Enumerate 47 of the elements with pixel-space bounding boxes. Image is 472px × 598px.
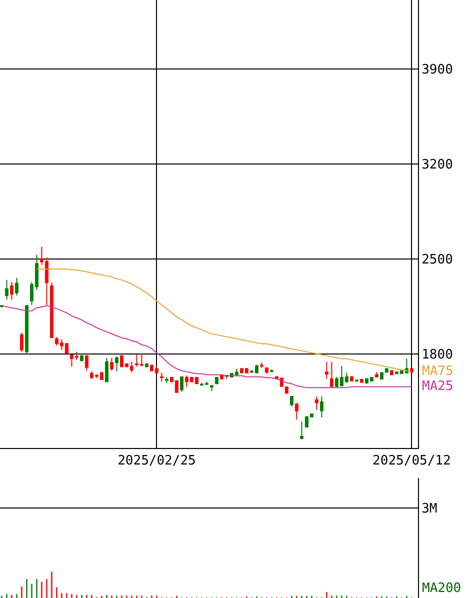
line-series bbox=[1, 305, 412, 388]
candlestick bbox=[10, 281, 14, 300]
series-label: MA75 bbox=[422, 364, 454, 379]
candlestick bbox=[390, 370, 394, 376]
y-tick-label: 3200 bbox=[422, 158, 453, 173]
candlestick bbox=[215, 377, 218, 385]
candlestick bbox=[384, 368, 388, 374]
candlestick bbox=[350, 376, 354, 382]
candlestick bbox=[80, 354, 84, 362]
candlestick bbox=[330, 361, 334, 388]
candlestick bbox=[20, 332, 24, 352]
candlestick bbox=[380, 372, 384, 380]
candlestick bbox=[354, 379, 358, 382]
candlestick bbox=[314, 396, 318, 411]
candlestick bbox=[320, 396, 324, 418]
x-tick-label: 2025/05/12 bbox=[372, 454, 451, 469]
candlestick bbox=[15, 277, 18, 296]
y-tick-label: 3M bbox=[422, 502, 438, 517]
candlestick bbox=[210, 385, 214, 392]
candlestick bbox=[145, 362, 148, 368]
candlestick bbox=[25, 305, 28, 354]
candlestick bbox=[300, 421, 304, 440]
candlestick bbox=[105, 357, 108, 382]
candlestick bbox=[110, 357, 114, 372]
candlestick bbox=[374, 372, 378, 378]
candlestick bbox=[50, 282, 54, 338]
candlestick bbox=[294, 402, 298, 420]
candlestick bbox=[180, 376, 184, 392]
candlestick bbox=[270, 368, 274, 373]
candlestick bbox=[324, 361, 328, 380]
y-tick-label: 2500 bbox=[422, 252, 453, 268]
candlestick bbox=[264, 366, 268, 374]
candlestick bbox=[85, 355, 88, 372]
candlestick bbox=[5, 279, 8, 300]
y-tick-label: 3900 bbox=[422, 62, 453, 78]
y-tick-label: 1800 bbox=[422, 347, 453, 362]
candlestick bbox=[360, 378, 364, 384]
candlestick bbox=[115, 356, 118, 372]
candlestick bbox=[160, 372, 164, 382]
candlestick bbox=[410, 366, 414, 373]
candlestick bbox=[165, 376, 168, 384]
candlestick bbox=[260, 362, 264, 369]
candlestick bbox=[290, 396, 294, 408]
text: MA200 bbox=[422, 581, 462, 596]
line-series bbox=[36, 268, 412, 372]
x-tick-label: 2025/02/25 bbox=[118, 454, 196, 469]
series-label: MA25 bbox=[422, 379, 454, 394]
